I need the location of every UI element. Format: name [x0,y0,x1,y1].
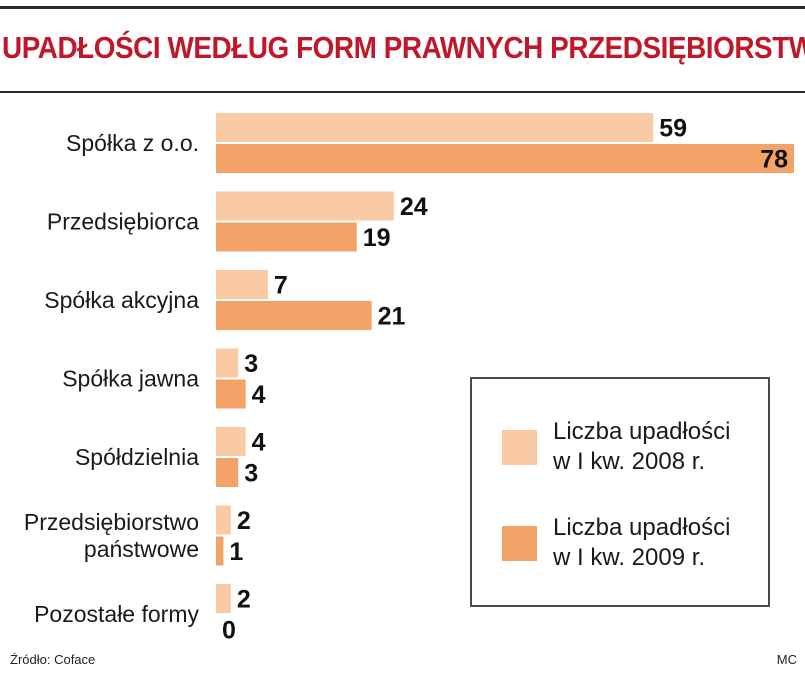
category-label: Spółdzielnia [75,444,199,470]
value-label: 19 [363,224,391,252]
bar [216,348,239,378]
legend-swatch-2009 [502,525,537,561]
category-label: Przedsiębiorstwo [24,509,199,535]
value-label: 3 [244,350,258,378]
legend-item-2009: Liczba upadłości w I kw. 2009 r. [502,513,743,573]
category-label: Pozostałe formy [34,601,199,627]
legend-label-2008-line1: Liczba upadłości [553,418,731,445]
value-label: 78 [760,146,788,174]
bar [216,458,239,487]
category-label: Spółka z o.o. [66,130,199,156]
legend-label-2008: Liczba upadłości w I kw. 2008 r. [553,417,743,477]
legend: Liczba upadłości w I kw. 2008 r. Liczba … [470,377,770,607]
title-rule [0,91,805,93]
category-label: Spółka akcyjna [44,287,199,313]
legend-label-2008-line2: w I kw. 2008 r. [553,448,706,475]
source-note: Źródło: Coface [10,652,96,667]
value-label: 4 [252,429,266,457]
bar [216,222,357,252]
category-label: Spółka jawna [62,366,199,392]
value-label: 7 [274,272,288,300]
value-label: 2 [237,586,251,614]
bar [216,270,268,299]
legend-swatch-2008 [502,429,537,465]
value-label: 3 [244,460,258,488]
value-label: 1 [229,538,243,566]
bar [216,144,794,173]
value-label: 21 [378,303,406,331]
bar [216,505,231,535]
bar [216,584,231,613]
value-label: 4 [252,381,266,409]
value-label: 2 [237,507,251,535]
legend-label-2009-line1: Liczba upadłości [553,514,731,541]
bar [216,379,246,409]
chart-title: UPADŁOŚCI WEDŁUG FORM PRAWNYCH PRZEDSIĘB… [2,30,805,65]
category-label: Przedsiębiorca [47,209,199,235]
bar [216,301,372,330]
bar [216,113,654,142]
top-rule [0,6,805,9]
credit-mark: MC [776,652,797,667]
bar [216,191,394,221]
bar [216,427,246,456]
legend-item-2008: Liczba upadłości w I kw. 2008 r. [502,417,743,477]
category-label: państwowe [84,536,199,562]
bar [216,536,224,566]
value-label: 24 [400,193,428,221]
value-label: 59 [659,115,687,143]
value-label: 0 [222,617,236,645]
legend-label-2009: Liczba upadłości w I kw. 2009 r. [553,513,743,573]
legend-label-2009-line2: w I kw. 2009 r. [553,544,706,571]
